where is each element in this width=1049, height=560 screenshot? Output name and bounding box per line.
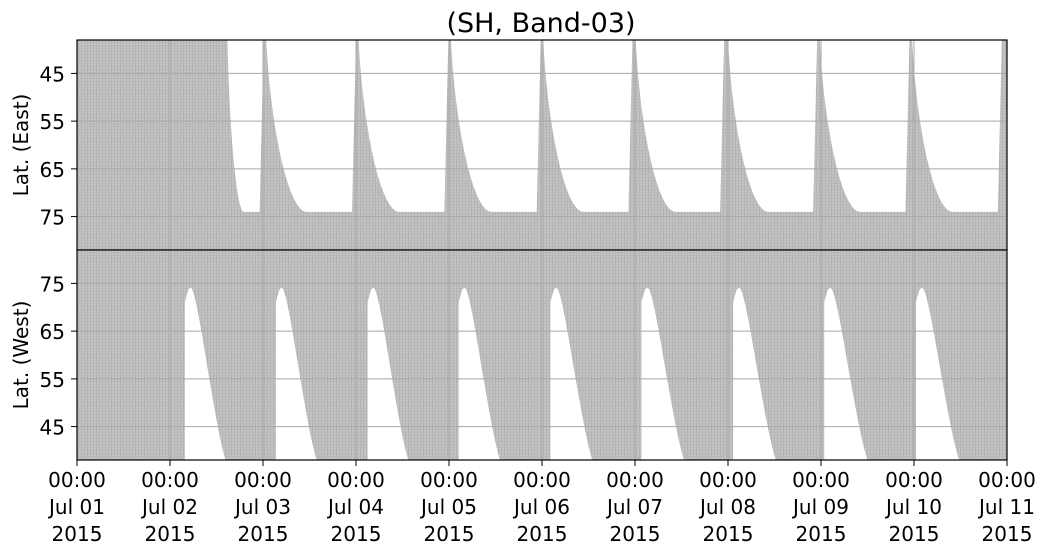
x-tick-label: 2015 xyxy=(982,522,1033,546)
y-tick-label: 65 xyxy=(40,158,65,182)
x-tick-label: 00:00 xyxy=(606,468,664,492)
panel-east: 45 55 65 75 Lat. (East) xyxy=(9,39,1008,251)
x-tick-label: Jul 11 xyxy=(977,495,1035,519)
x-tick-label: Jul 03 xyxy=(233,495,291,519)
x-tick-label: 2015 xyxy=(889,522,940,546)
x-tick-label: Jul 10 xyxy=(884,495,942,519)
x-tick-label: 00:00 xyxy=(885,468,943,492)
y-tick-label: 55 xyxy=(40,110,65,134)
x-tick-label: 00:00 xyxy=(48,468,106,492)
y-tick-label: 75 xyxy=(40,206,65,230)
x-tick-label: 2015 xyxy=(424,522,475,546)
x-tick-label: Jul 06 xyxy=(512,495,570,519)
x-tick-label: 2015 xyxy=(796,522,847,546)
x-tick-label: Jul 01 xyxy=(47,495,105,519)
x-tick-label: Jul 04 xyxy=(326,495,384,519)
y-axis: 75 65 55 45 xyxy=(40,272,77,440)
x-tick-label: 00:00 xyxy=(327,468,385,492)
x-tick-label: 00:00 xyxy=(420,468,478,492)
x-tick-label: 2015 xyxy=(703,522,754,546)
x-tick-label: Jul 07 xyxy=(605,495,663,519)
x-tick-label: 00:00 xyxy=(792,468,850,492)
y-tick-label: 45 xyxy=(40,416,65,440)
x-tick-label: 2015 xyxy=(517,522,568,546)
x-tick-label: 00:00 xyxy=(513,468,571,492)
x-tick-label: Jul 09 xyxy=(791,495,849,519)
x-tick-label: 2015 xyxy=(145,522,196,546)
y-axis-label: Lat. (West) xyxy=(9,301,33,410)
x-tick-label: 2015 xyxy=(331,522,382,546)
x-tick-label: 2015 xyxy=(52,522,103,546)
x-axis: 00:00 Jul 01 2015 00:00 Jul 02 2015 00:00 Jul 0… xyxy=(47,460,1036,546)
x-tick-label: Jul 05 xyxy=(419,495,477,519)
y-axis-label: Lat. (East) xyxy=(9,94,33,197)
x-tick-label: 00:00 xyxy=(699,468,757,492)
y-tick-label: 55 xyxy=(40,368,65,392)
x-tick-label: 00:00 xyxy=(978,468,1036,492)
y-tick-label: 45 xyxy=(40,62,65,86)
panel-west: 75 65 55 45 Lat. (West) xyxy=(9,249,1008,461)
x-tick-label: 2015 xyxy=(610,522,661,546)
y-tick-label: 65 xyxy=(40,320,65,344)
y-axis: 45 55 65 75 xyxy=(40,62,77,230)
x-tick-label: 2015 xyxy=(238,522,289,546)
x-tick-label: 00:00 xyxy=(141,468,199,492)
x-tick-label: Jul 02 xyxy=(140,495,198,519)
chart-title: (SH, Band-03) xyxy=(446,8,635,39)
gap-regions xyxy=(227,40,1002,212)
panels: 45 55 65 75 Lat. (East) 75 65 55 45 Lat. (West) xyxy=(9,39,1008,461)
x-tick-label: Jul 08 xyxy=(698,495,756,519)
y-tick-label: 75 xyxy=(40,272,65,296)
x-tick-label: 00:00 xyxy=(234,468,292,492)
